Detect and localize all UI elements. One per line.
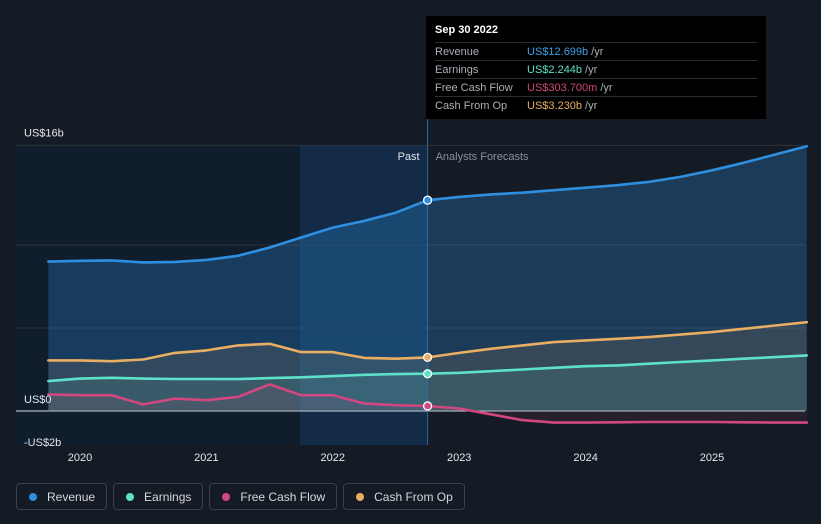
legend-label: Revenue (47, 489, 96, 504)
tooltip-value: US$303.700m (527, 81, 598, 94)
x-tick-label: 2023 (447, 452, 471, 464)
x-tick-label: 2025 (700, 452, 724, 464)
legend-item-earnings[interactable]: Earnings (113, 483, 204, 510)
tooltip: Sep 30 2022 Revenue US$12.699b /yr Earni… (426, 16, 766, 119)
tooltip-label: Revenue (435, 45, 480, 58)
tooltip-value: US$12.699b (527, 45, 589, 58)
y-tick-label: -US$2b (24, 437, 61, 449)
legend-item-free-cash-flow[interactable]: Free Cash Flow (209, 483, 338, 510)
x-tick-label: 2022 (321, 452, 345, 464)
earnings-marker (422, 369, 433, 379)
free-cash-flow-marker (422, 401, 433, 411)
tooltip-unit: /yr (585, 99, 598, 112)
legend: Revenue Earnings Free Cash Flow Cash Fro… (16, 483, 465, 510)
y-axis-labels: US$16b US$0 -US$2b (24, 127, 64, 449)
x-tick-label: 2021 (194, 452, 218, 464)
legend-dot-icon (356, 492, 365, 501)
free-cash-flow-area (48, 384, 807, 423)
y-tick-label: US$0 (24, 394, 52, 406)
x-tick-label: 2024 (573, 452, 597, 464)
forecast-label: Analysts Forecasts (436, 151, 529, 163)
tooltip-row-cfo: Cash From Op US$3.230b /yr (435, 96, 757, 114)
past-label: Past (398, 151, 420, 163)
y-tick-label: US$16b (24, 127, 64, 139)
legend-dot-icon (222, 492, 231, 501)
tooltip-label: Cash From Op (435, 99, 508, 112)
cash-from-op-marker (422, 352, 433, 363)
tooltip-value: US$3.230b (527, 99, 583, 112)
x-tick-label: 2020 (68, 452, 92, 464)
gridlines (16, 144, 805, 412)
tooltip-row-fcf: Free Cash Flow US$303.700m /yr (435, 78, 757, 96)
legend-label: Free Cash Flow (240, 489, 326, 504)
tooltip-unit: /yr (585, 63, 598, 76)
tooltip-value: US$2.244b (527, 63, 583, 76)
x-axis-labels: 2020 2021 2022 2023 2024 2025 (68, 452, 724, 464)
legend-label: Earnings (144, 489, 192, 504)
tooltip-unit: /yr (591, 45, 604, 58)
revenue-marker (422, 195, 433, 205)
tooltip-date: Sep 30 2022 (435, 24, 498, 36)
tooltip-row-revenue: Revenue US$12.699b /yr (435, 42, 757, 60)
legend-dot-icon (29, 492, 37, 501)
legend-item-revenue[interactable]: Revenue (16, 483, 108, 510)
legend-item-cash-from-op[interactable]: Cash From Op (343, 483, 465, 510)
highlight-markers (422, 195, 433, 411)
legend-dot-icon (126, 492, 135, 501)
tooltip-unit: /yr (600, 81, 613, 94)
tooltip-row-earnings: Earnings US$2.244b /yr (435, 60, 757, 78)
tooltip-label: Earnings (435, 63, 479, 76)
tooltip-label: Free Cash Flow (435, 81, 513, 94)
legend-label: Cash From Op (374, 489, 453, 504)
